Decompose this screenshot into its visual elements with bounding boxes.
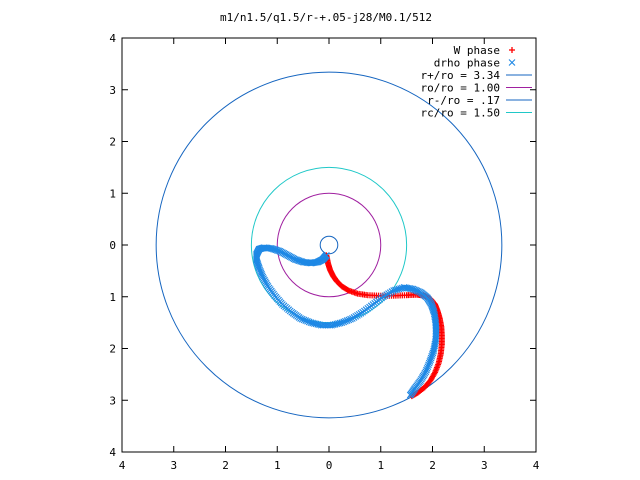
legend-item: drho phase <box>434 57 516 70</box>
circle-r-ro-17 <box>319 235 339 255</box>
x-tick-label: 1 <box>274 459 281 472</box>
drho-phase-point <box>340 318 348 326</box>
drho-phase-point <box>297 315 304 322</box>
legend-label: W phase <box>454 44 500 57</box>
y-tick-label: 3 <box>109 84 116 97</box>
drho-phase-point <box>424 363 432 371</box>
y-tick-label: 1 <box>109 291 116 304</box>
drho-phase-point <box>425 359 433 367</box>
legend-label: r+/ro = 3.34 <box>421 69 501 82</box>
y-tick-label: 1 <box>109 187 116 200</box>
drho-phase-point <box>341 317 349 325</box>
drho-phase-point <box>345 316 353 324</box>
x-tick-label: 2 <box>429 459 436 472</box>
y-tick-label: 3 <box>109 394 116 407</box>
drho-phase-point <box>347 315 354 323</box>
legend-item: r-/ro = .17 <box>427 94 532 107</box>
y-tick-label: 4 <box>109 446 116 459</box>
x-tick-label: 4 <box>119 459 126 472</box>
circle-layer <box>155 71 503 419</box>
legend-label: ro/ro = 1.00 <box>421 82 500 95</box>
circle-ro-ro-1-00 <box>276 192 382 298</box>
legend-item: r+/ro = 3.34 <box>421 69 532 82</box>
x-tick-label: 2 <box>222 459 229 472</box>
legend-label: rc/ro = 1.50 <box>421 107 500 120</box>
x-tick-label: 4 <box>533 459 540 472</box>
x-tick-label: 3 <box>170 459 177 472</box>
drho-phase-point <box>302 317 310 324</box>
drho-phase-point <box>423 364 431 372</box>
drho-phase-point <box>343 317 351 324</box>
x-tick-label: 1 <box>377 459 384 472</box>
legend-item: ro/ro = 1.00 <box>421 82 532 95</box>
legend-label: r-/ro = .17 <box>427 94 500 107</box>
x-tick-label: 0 <box>326 459 333 472</box>
drho-phase-point <box>298 315 306 323</box>
drho-phase-point <box>304 317 311 325</box>
drho-phase-point <box>406 391 414 399</box>
chart-title: m1/n1.5/q1.5/r-+.05-j28/M0.1/512 <box>220 11 432 24</box>
drho-phase-point <box>425 361 432 369</box>
y-tick-label: 2 <box>109 136 116 149</box>
y-tick-label: 2 <box>109 343 116 356</box>
drho-phase-point <box>338 319 346 327</box>
drho-phase-point <box>301 258 308 266</box>
legend-item: rc/ro = 1.50 <box>421 107 532 120</box>
y-tick-label: 4 <box>109 32 116 45</box>
x-tick-label: 3 <box>481 459 488 472</box>
legend-item: W phase <box>454 44 515 57</box>
y-tick-label: 0 <box>109 239 116 252</box>
legend-label: drho phase <box>434 57 500 70</box>
point-layer <box>253 244 445 400</box>
circle-r-ro-3-34 <box>155 71 503 419</box>
drho-phase-point <box>426 358 434 365</box>
drho-phase-point <box>300 316 308 324</box>
